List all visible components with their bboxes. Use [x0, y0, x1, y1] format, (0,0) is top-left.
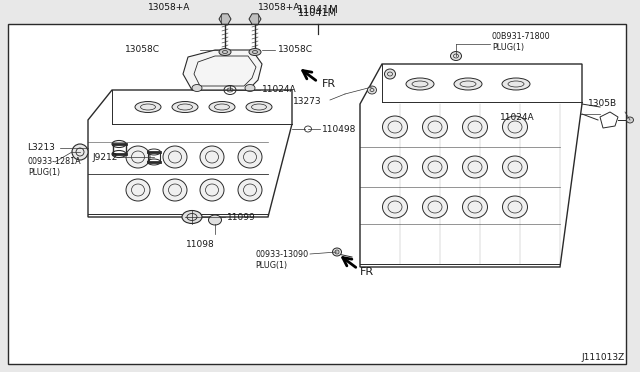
- Text: 00B931-71800
PLUG(1): 00B931-71800 PLUG(1): [492, 32, 550, 52]
- Text: 13058C: 13058C: [278, 45, 313, 55]
- Text: 11099: 11099: [227, 212, 256, 221]
- Text: J9212: J9212: [93, 153, 118, 161]
- Ellipse shape: [367, 86, 376, 94]
- Text: 11041M: 11041M: [297, 5, 339, 15]
- Text: 13058+A: 13058+A: [148, 3, 190, 12]
- Ellipse shape: [172, 102, 198, 112]
- Ellipse shape: [463, 196, 488, 218]
- Ellipse shape: [209, 215, 221, 225]
- Ellipse shape: [249, 48, 261, 55]
- Ellipse shape: [200, 179, 224, 201]
- Ellipse shape: [383, 116, 408, 138]
- Ellipse shape: [333, 248, 342, 256]
- Ellipse shape: [463, 156, 488, 178]
- Ellipse shape: [72, 144, 88, 160]
- Ellipse shape: [383, 156, 408, 178]
- Ellipse shape: [238, 179, 262, 201]
- Ellipse shape: [385, 69, 396, 79]
- Text: 11024A: 11024A: [500, 112, 535, 122]
- Text: 11024A: 11024A: [262, 86, 296, 94]
- Ellipse shape: [451, 51, 461, 61]
- Ellipse shape: [238, 146, 262, 168]
- Ellipse shape: [502, 78, 530, 90]
- Ellipse shape: [219, 48, 231, 55]
- Ellipse shape: [502, 116, 527, 138]
- Text: L3213: L3213: [27, 144, 55, 153]
- Text: 13273: 13273: [293, 97, 322, 106]
- Ellipse shape: [126, 179, 150, 201]
- Text: 11098: 11098: [186, 240, 214, 249]
- Text: 00933-13090
PLUG(1): 00933-13090 PLUG(1): [255, 250, 308, 270]
- Polygon shape: [219, 14, 231, 24]
- Ellipse shape: [383, 196, 408, 218]
- Polygon shape: [183, 50, 262, 90]
- Ellipse shape: [454, 78, 482, 90]
- Text: 13058C: 13058C: [125, 45, 160, 55]
- Ellipse shape: [245, 84, 255, 92]
- Text: FR: FR: [360, 267, 374, 277]
- Text: 13058+A: 13058+A: [258, 3, 300, 12]
- Ellipse shape: [502, 156, 527, 178]
- Text: FR: FR: [322, 79, 336, 89]
- Ellipse shape: [200, 146, 224, 168]
- Ellipse shape: [126, 146, 150, 168]
- Ellipse shape: [502, 196, 527, 218]
- Text: 110498: 110498: [322, 125, 356, 134]
- Text: J111013Z: J111013Z: [582, 353, 625, 362]
- Ellipse shape: [163, 179, 187, 201]
- Ellipse shape: [463, 116, 488, 138]
- Text: 1305B: 1305B: [588, 99, 617, 109]
- Ellipse shape: [627, 117, 634, 123]
- Ellipse shape: [422, 196, 447, 218]
- Ellipse shape: [135, 102, 161, 112]
- Text: 00933-1281A
PLUG(1): 00933-1281A PLUG(1): [28, 157, 82, 177]
- Ellipse shape: [163, 146, 187, 168]
- Ellipse shape: [182, 211, 202, 224]
- Ellipse shape: [422, 156, 447, 178]
- Ellipse shape: [246, 102, 272, 112]
- Ellipse shape: [422, 116, 447, 138]
- Polygon shape: [249, 14, 261, 24]
- Ellipse shape: [192, 84, 202, 92]
- Ellipse shape: [406, 78, 434, 90]
- Ellipse shape: [209, 102, 235, 112]
- Text: 11041M: 11041M: [298, 8, 337, 18]
